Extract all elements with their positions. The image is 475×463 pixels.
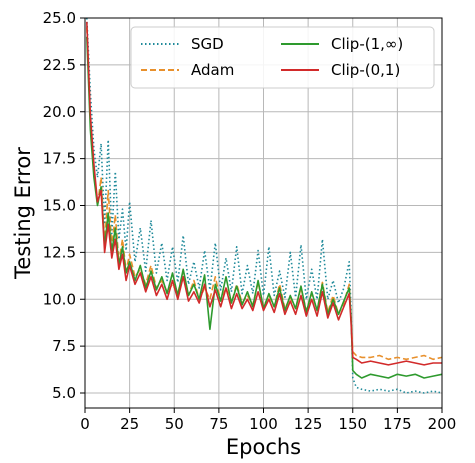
series-line-2 <box>86 36 443 379</box>
legend: SGD Adam Clip-(1,∞) Clip-(0,1) <box>130 26 435 89</box>
x-axis-ticks: 0 25 50 75 100 125 150 175 200 <box>80 408 456 433</box>
y-tick-label: 15.0 <box>43 197 76 215</box>
y-tick-label: 25.0 <box>43 9 76 27</box>
legend-label-3: Clip-(0,1) <box>331 61 400 79</box>
x-tick-label: 50 <box>165 415 184 433</box>
y-tick-label: 20.0 <box>43 103 76 121</box>
y-tick-label: 22.5 <box>43 56 76 74</box>
series-line-0 <box>86 17 443 394</box>
y-axis-ticks: 5.0 7.5 10.0 12.5 15.0 17.5 20.0 22.5 25.0 <box>43 9 85 402</box>
series-line-3 <box>86 21 442 366</box>
y-tick-label: 7.5 <box>52 337 76 355</box>
legend-label-0: SGD <box>191 35 224 53</box>
y-tick-label: 5.0 <box>52 384 76 402</box>
y-tick-label: 10.0 <box>43 290 76 308</box>
x-tick-label: 100 <box>249 415 278 433</box>
x-tick-label: 200 <box>428 415 457 433</box>
x-tick-label: 125 <box>294 415 323 433</box>
x-tick-label: 175 <box>383 415 412 433</box>
y-tick-label: 12.5 <box>43 243 76 261</box>
x-axis-label: Epochs <box>226 435 301 459</box>
legend-label-1: Adam <box>191 61 234 79</box>
series-lines <box>86 17 443 394</box>
x-tick-label: 0 <box>80 415 90 433</box>
y-axis-label: Testing Error <box>11 147 35 280</box>
x-tick-label: 75 <box>209 415 228 433</box>
legend-label-2: Clip-(1,∞) <box>331 35 403 53</box>
legend-box <box>130 26 435 89</box>
x-tick-label: 25 <box>120 415 139 433</box>
x-tick-label: 150 <box>338 415 367 433</box>
y-tick-label: 17.5 <box>43 150 76 168</box>
